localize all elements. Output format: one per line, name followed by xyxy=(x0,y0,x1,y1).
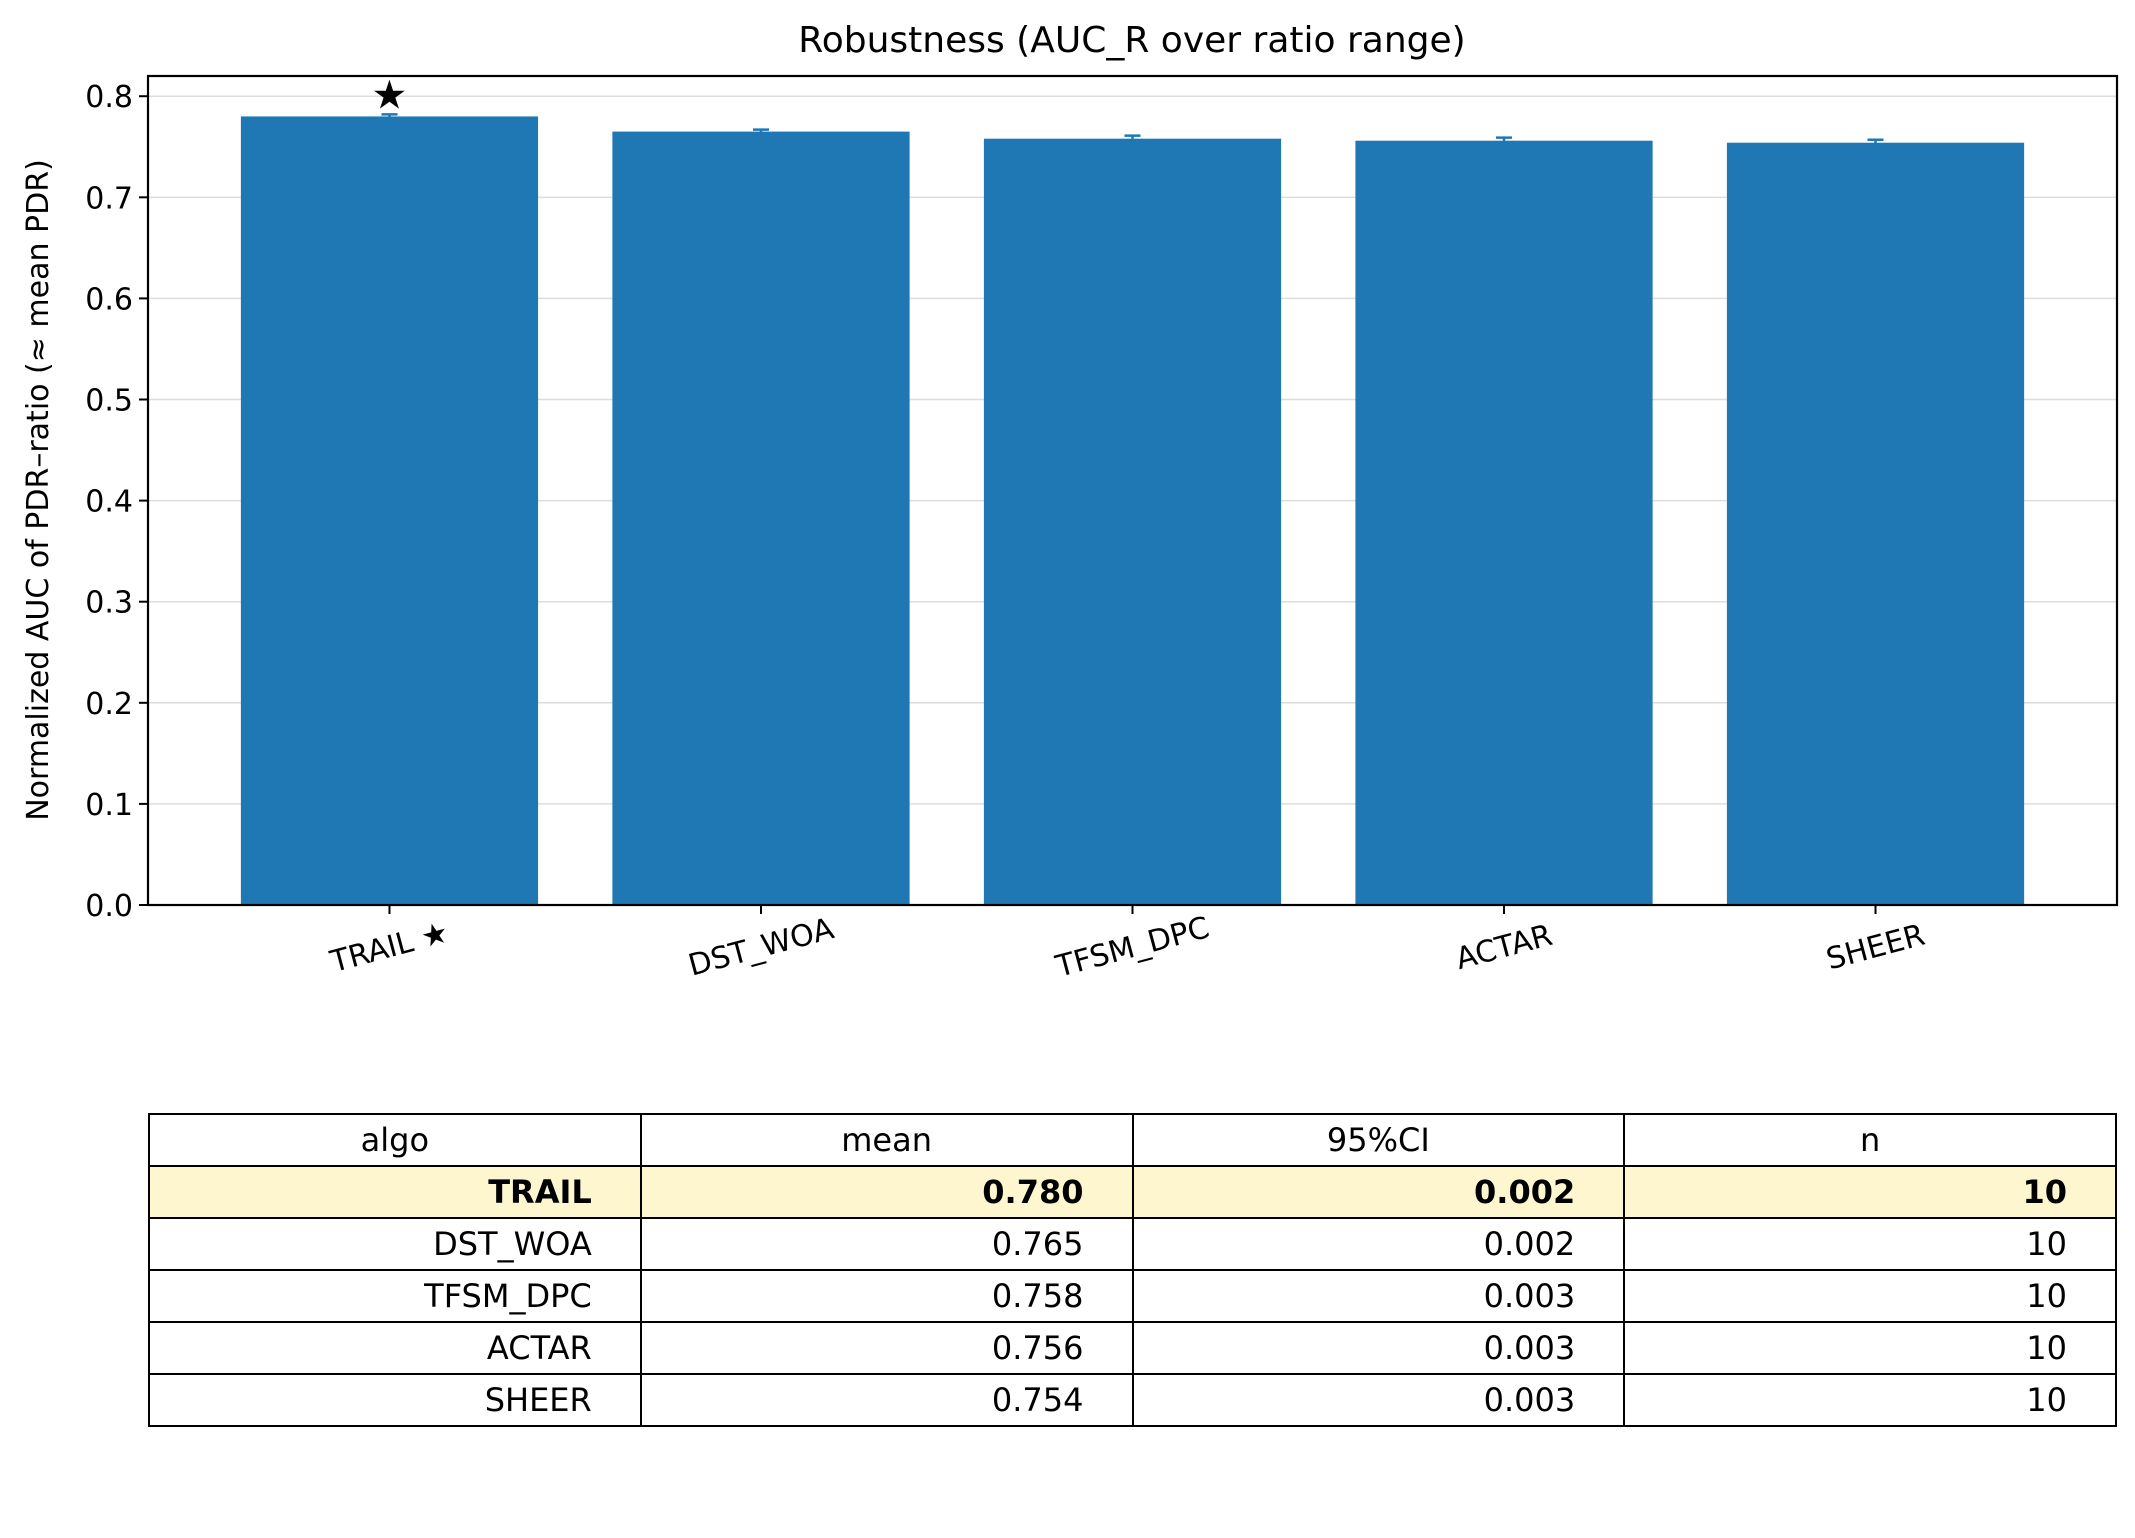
table-row: DST_WOA 0.765 0.002 10 xyxy=(148,1217,2117,1271)
table-cell: 0.754 xyxy=(639,1373,1134,1427)
x-tick-label: SHEER xyxy=(1823,918,1929,978)
y-tick-label: 0.4 xyxy=(85,485,133,520)
y-tick-label: 0.8 xyxy=(85,80,133,115)
column-header: 95%CI xyxy=(1131,1113,1626,1167)
bar xyxy=(983,138,1282,905)
column-header: mean xyxy=(639,1113,1134,1167)
table-cell: DST_WOA xyxy=(148,1217,642,1271)
y-axis-ticks: 0.0 0.1 0.2 0.3 0.4 0.5 0.6 0.7 0.8 xyxy=(85,80,148,924)
table-cell: 10 xyxy=(1623,1373,2117,1427)
table-cell: 0.756 xyxy=(639,1321,1134,1375)
y-tick-label: 0.7 xyxy=(85,181,133,216)
table-row: TFSM_DPC 0.758 0.003 10 xyxy=(148,1269,2117,1323)
x-tick-label: TRAIL ★ xyxy=(326,915,452,980)
y-tick-label: 0.1 xyxy=(85,788,133,823)
y-tick-label: 0.5 xyxy=(85,384,133,419)
table-body: TRAIL 0.780 0.002 10 DST_WOA 0.765 0.002 10 TFSM… xyxy=(148,1165,2117,1427)
x-tick-label: TFSM_DPC xyxy=(1051,910,1213,985)
bar xyxy=(240,116,539,905)
plot-frame xyxy=(146,74,2119,907)
chart-title: Robustness (AUC_R over ratio range) xyxy=(798,20,1465,61)
table-cell: ACTAR xyxy=(148,1321,642,1375)
table-cell: TRAIL xyxy=(148,1165,642,1219)
table-cell: 0.002 xyxy=(1131,1165,1626,1219)
bar xyxy=(1726,142,2025,906)
y-tick-label: 0.3 xyxy=(85,586,133,621)
table-header-row: algo mean 95%CI n xyxy=(148,1113,2117,1167)
table-cell: 10 xyxy=(1623,1165,2117,1219)
table-cell: 0.003 xyxy=(1131,1373,1626,1427)
table-cell: 10 xyxy=(1623,1321,2117,1375)
best-star-marker: ★ xyxy=(372,72,408,118)
y-tick-label: 0.2 xyxy=(85,687,133,722)
table-cell: TFSM_DPC xyxy=(148,1269,642,1323)
table-cell: SHEER xyxy=(148,1373,642,1427)
bar xyxy=(1355,140,1653,905)
error-bars xyxy=(381,113,1884,148)
x-tick-label: DST_WOA xyxy=(685,911,838,983)
summary-table: algo mean 95%CI n TRAIL 0.780 0.002 10 DST_WOA 0… xyxy=(148,1113,2117,1427)
y-tick-label: 0.6 xyxy=(85,282,133,317)
y-axis-label: Normalized AUC of PDR–ratio (≈ mean PDR) xyxy=(21,159,56,821)
bar xyxy=(612,131,910,906)
table-cell: 0.758 xyxy=(639,1269,1134,1323)
table-cell: 10 xyxy=(1623,1269,2117,1323)
bar-chart: Robustness (AUC_R over ratio range) ★ 0.… xyxy=(21,20,2119,985)
bars: ★ xyxy=(240,72,2025,906)
table-cell: 0.003 xyxy=(1131,1321,1626,1375)
table-cell: 0.002 xyxy=(1131,1217,1626,1271)
y-tick-label: 0.0 xyxy=(85,889,133,924)
table-row: SHEER 0.754 0.003 10 xyxy=(148,1373,2117,1427)
column-header: n xyxy=(1623,1113,2117,1167)
table-row: TRAIL 0.780 0.002 10 xyxy=(148,1165,2117,1219)
table-row: ACTAR 0.756 0.003 10 xyxy=(148,1321,2117,1375)
x-axis-ticks: TRAIL ★ DST_WOA TFSM_DPC ACTAR SHEER xyxy=(326,905,1929,985)
table-cell: 10 xyxy=(1623,1217,2117,1271)
table-cell: 0.003 xyxy=(1131,1269,1626,1323)
column-header: algo xyxy=(148,1113,642,1167)
x-tick-label: ACTAR xyxy=(1452,918,1556,977)
table-cell: 0.780 xyxy=(639,1165,1134,1219)
table-cell: 0.765 xyxy=(639,1217,1134,1271)
